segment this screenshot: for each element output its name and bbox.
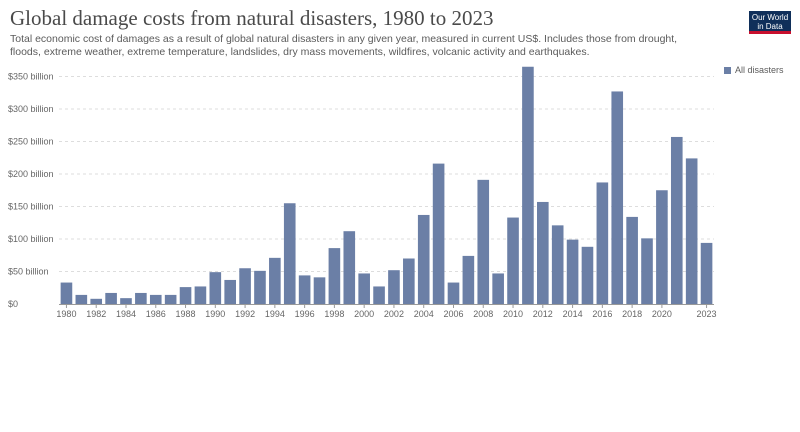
x-tick-label: 2023 [697,309,717,319]
x-tick-label: 1982 [86,309,106,319]
bar-2011[interactable] [522,66,534,304]
chart-title: Global damage costs from natural disaste… [10,6,494,30]
bar-2016[interactable] [596,182,609,304]
x-tick-label: 1998 [324,309,344,319]
bar-1992[interactable] [239,268,251,304]
legend-swatch [724,66,731,74]
bar-2002[interactable] [388,270,400,304]
x-tick-label: 1984 [116,309,136,319]
y-tick-label: $50 billion [8,267,49,277]
x-tick-label: 2008 [473,309,493,319]
x-tick-label: 1990 [205,309,225,319]
bar-1995[interactable] [283,203,296,304]
bar-2005[interactable] [432,163,445,304]
bar-2014[interactable] [566,239,579,304]
x-tick-label: 2000 [354,309,374,319]
bar-1997[interactable] [313,277,326,304]
bar-2018[interactable] [626,216,638,304]
bar-1991[interactable] [224,279,236,304]
bar-2000[interactable] [358,273,370,304]
y-tick-label: $250 billion [8,137,54,147]
legend-label: All disasters [735,65,784,75]
bar-2008[interactable] [477,179,490,304]
bar-1999[interactable] [343,231,356,304]
bar-1986[interactable] [149,294,162,304]
x-tick-label: 2014 [563,309,583,319]
x-tick-label: 2018 [622,309,642,319]
x-tick-label: 2004 [414,309,434,319]
y-tick-label: $150 billion [8,202,54,212]
bar-1993[interactable] [254,270,266,304]
bar-2013[interactable] [551,225,564,304]
bar-2006[interactable] [447,282,460,304]
bar-2003[interactable] [403,258,415,305]
owid-logo[interactable]: Our World in Data [749,11,791,34]
bar-1981[interactable] [75,294,88,304]
y-tick-label: $100 billion [8,234,54,244]
bar-1988[interactable] [179,287,192,304]
bar-2001[interactable] [373,286,385,304]
bar-2004[interactable] [417,214,430,304]
bar-1987[interactable] [164,294,177,304]
bar-2012[interactable] [537,201,549,304]
legend[interactable]: All disasters [724,65,784,75]
x-tick-label: 2010 [503,309,523,319]
bar-1989[interactable] [194,286,207,304]
bar-2009[interactable] [492,273,504,304]
bar-1980[interactable] [60,282,73,304]
x-tick-label: 2012 [533,309,553,319]
bar-2020[interactable] [656,190,668,304]
chart-subtitle: Total economic cost of damages as a resu… [10,33,678,58]
bars [60,66,713,305]
bar-2017[interactable] [611,91,624,304]
y-tick-label: $0 [8,299,18,309]
x-tick-label: 1996 [295,309,315,319]
bar-2019[interactable] [641,238,653,304]
bar-1984[interactable] [120,298,132,304]
grid-lines [59,76,714,272]
y-tick-label: $300 billion [8,104,54,114]
x-tick-label: 2002 [384,309,404,319]
x-tick-label: 1994 [265,309,285,319]
bar-1985[interactable] [135,292,147,304]
x-tick-label: 2016 [592,309,612,319]
y-tick-label: $200 billion [8,169,54,179]
x-tick-label: 1992 [235,309,255,319]
bar-2021[interactable] [670,136,683,304]
x-tick-label: 1980 [56,309,76,319]
x-tick-label: 1988 [176,309,196,319]
bar-2023[interactable] [700,242,713,304]
bar-1990[interactable] [209,272,222,304]
x-tick-label: 1986 [146,309,166,319]
x-axis-ticks: 1980 1982 1984 1986 1988 1990 1992 1994 1996 1998… [56,304,717,319]
bar-1998[interactable] [328,248,341,304]
bar-1982[interactable] [90,298,103,304]
bar-1996[interactable] [298,275,311,304]
x-tick-label: 2006 [443,309,463,319]
bar-2022[interactable] [685,158,698,304]
bar-1983[interactable] [105,292,117,304]
y-tick-label: $350 billion [8,72,54,82]
bar-1994[interactable] [269,257,281,304]
bar-2010[interactable] [507,217,519,304]
y-axis-ticks: $0 $50 billion $100 billion $150 billion $20… [8,72,54,310]
x-tick-label: 2020 [652,309,672,319]
bar-2015[interactable] [581,246,594,304]
bar-2007[interactable] [462,255,475,304]
